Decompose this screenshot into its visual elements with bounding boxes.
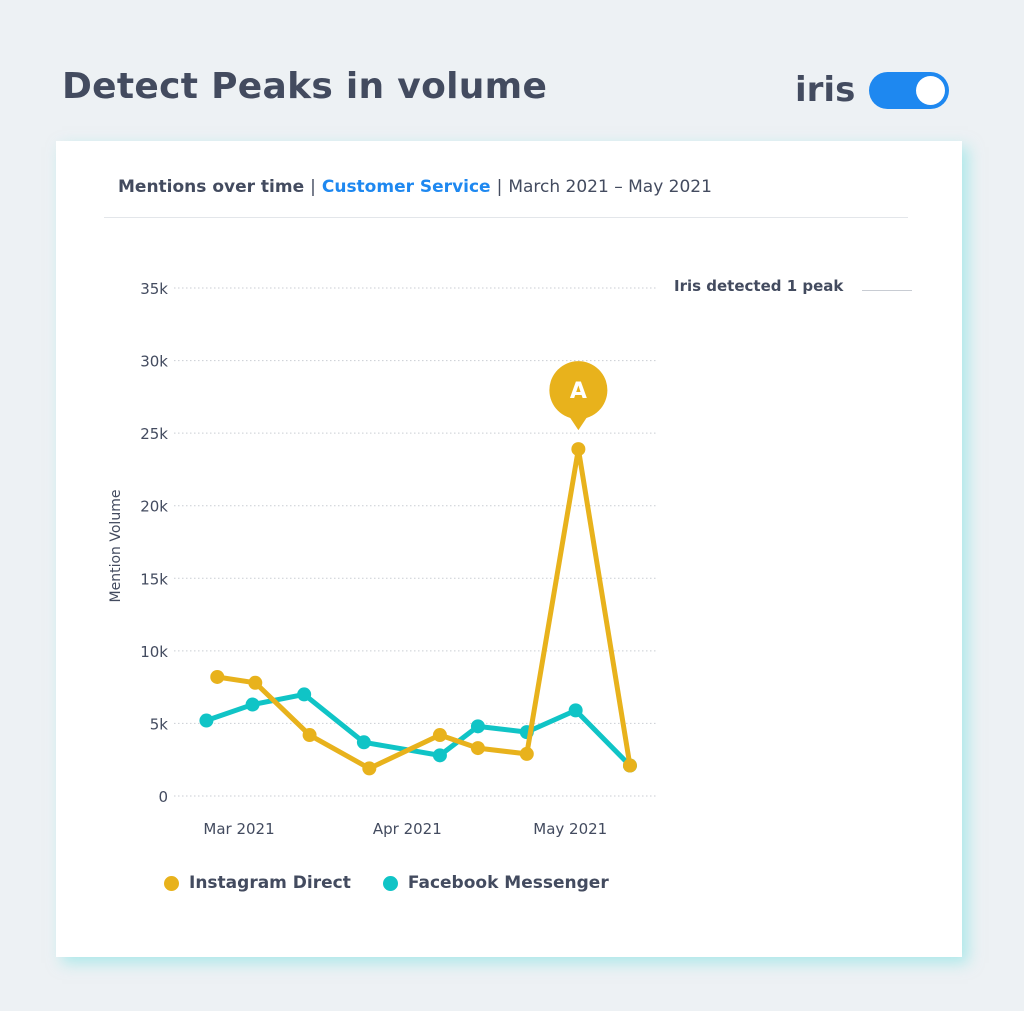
brand-label: iris [795,70,856,110]
page-title: Detect Peaks in volume [62,66,548,107]
legend-dot [164,875,179,891]
y-tick-label: 35k [140,280,168,298]
y-tick-label: 30k [140,353,168,371]
peak-note-line [862,290,912,291]
topic-link[interactable]: Customer Service [321,177,491,197]
peak-marker-label: A [570,379,587,404]
data-point [432,748,447,763]
data-point [470,741,485,756]
peak-marker [549,361,608,420]
series-line [216,446,633,771]
header-divider [104,217,908,218]
y-tick-label: 5k [150,715,169,733]
data-point [210,669,225,684]
data-point [356,735,371,750]
data-point [470,719,485,734]
legend-item-instagram[interactable]: Instagram Direct [164,873,351,893]
data-point [571,442,586,457]
legend-item-facebook[interactable]: Facebook Messenger [382,873,609,893]
x-tick-label: Mar 2021 [203,820,274,838]
date-range: March 2021 – May 2021 [508,177,712,197]
data-point [362,761,377,776]
y-tick-label: 0 [158,788,168,806]
chart-header: Mentions over time | Customer Service | Marc… [118,177,712,197]
series-line [205,691,632,768]
y-tick-label: 15k [140,570,168,588]
peak-note: Iris detected 1 peak [674,277,844,295]
x-tick-label: Apr 2021 [373,820,442,838]
data-point [568,703,583,718]
metric-label: Mentions over time [118,177,305,197]
data-point [199,713,214,728]
x-tick-label: May 2021 [533,820,607,838]
data-point [248,675,263,690]
data-point [245,697,260,712]
iris-toggle[interactable] [869,72,949,109]
legend-label: Instagram Direct [189,873,351,893]
chart-card: Mentions over time | Customer Service | Marc… [56,141,962,957]
line-chart: 0 5k 10k 15k 20k 25k 30k 35k Mar 2021 Apr 2021 May… [108,280,656,838]
data-point [519,746,534,761]
y-axis-label: Mention Volume [108,490,124,603]
y-tick-label: 10k [140,643,168,661]
data-point [432,728,447,743]
legend-dot [382,875,398,891]
data-point [302,728,317,743]
data-point [297,687,312,702]
y-tick-label: 20k [140,498,168,516]
y-tick-label: 25k [140,425,168,443]
legend-label: Facebook Messenger [407,873,609,893]
data-point [622,758,637,773]
legend: Instagram Direct Facebook Messenger [164,873,609,893]
toggle-knob [916,76,945,105]
